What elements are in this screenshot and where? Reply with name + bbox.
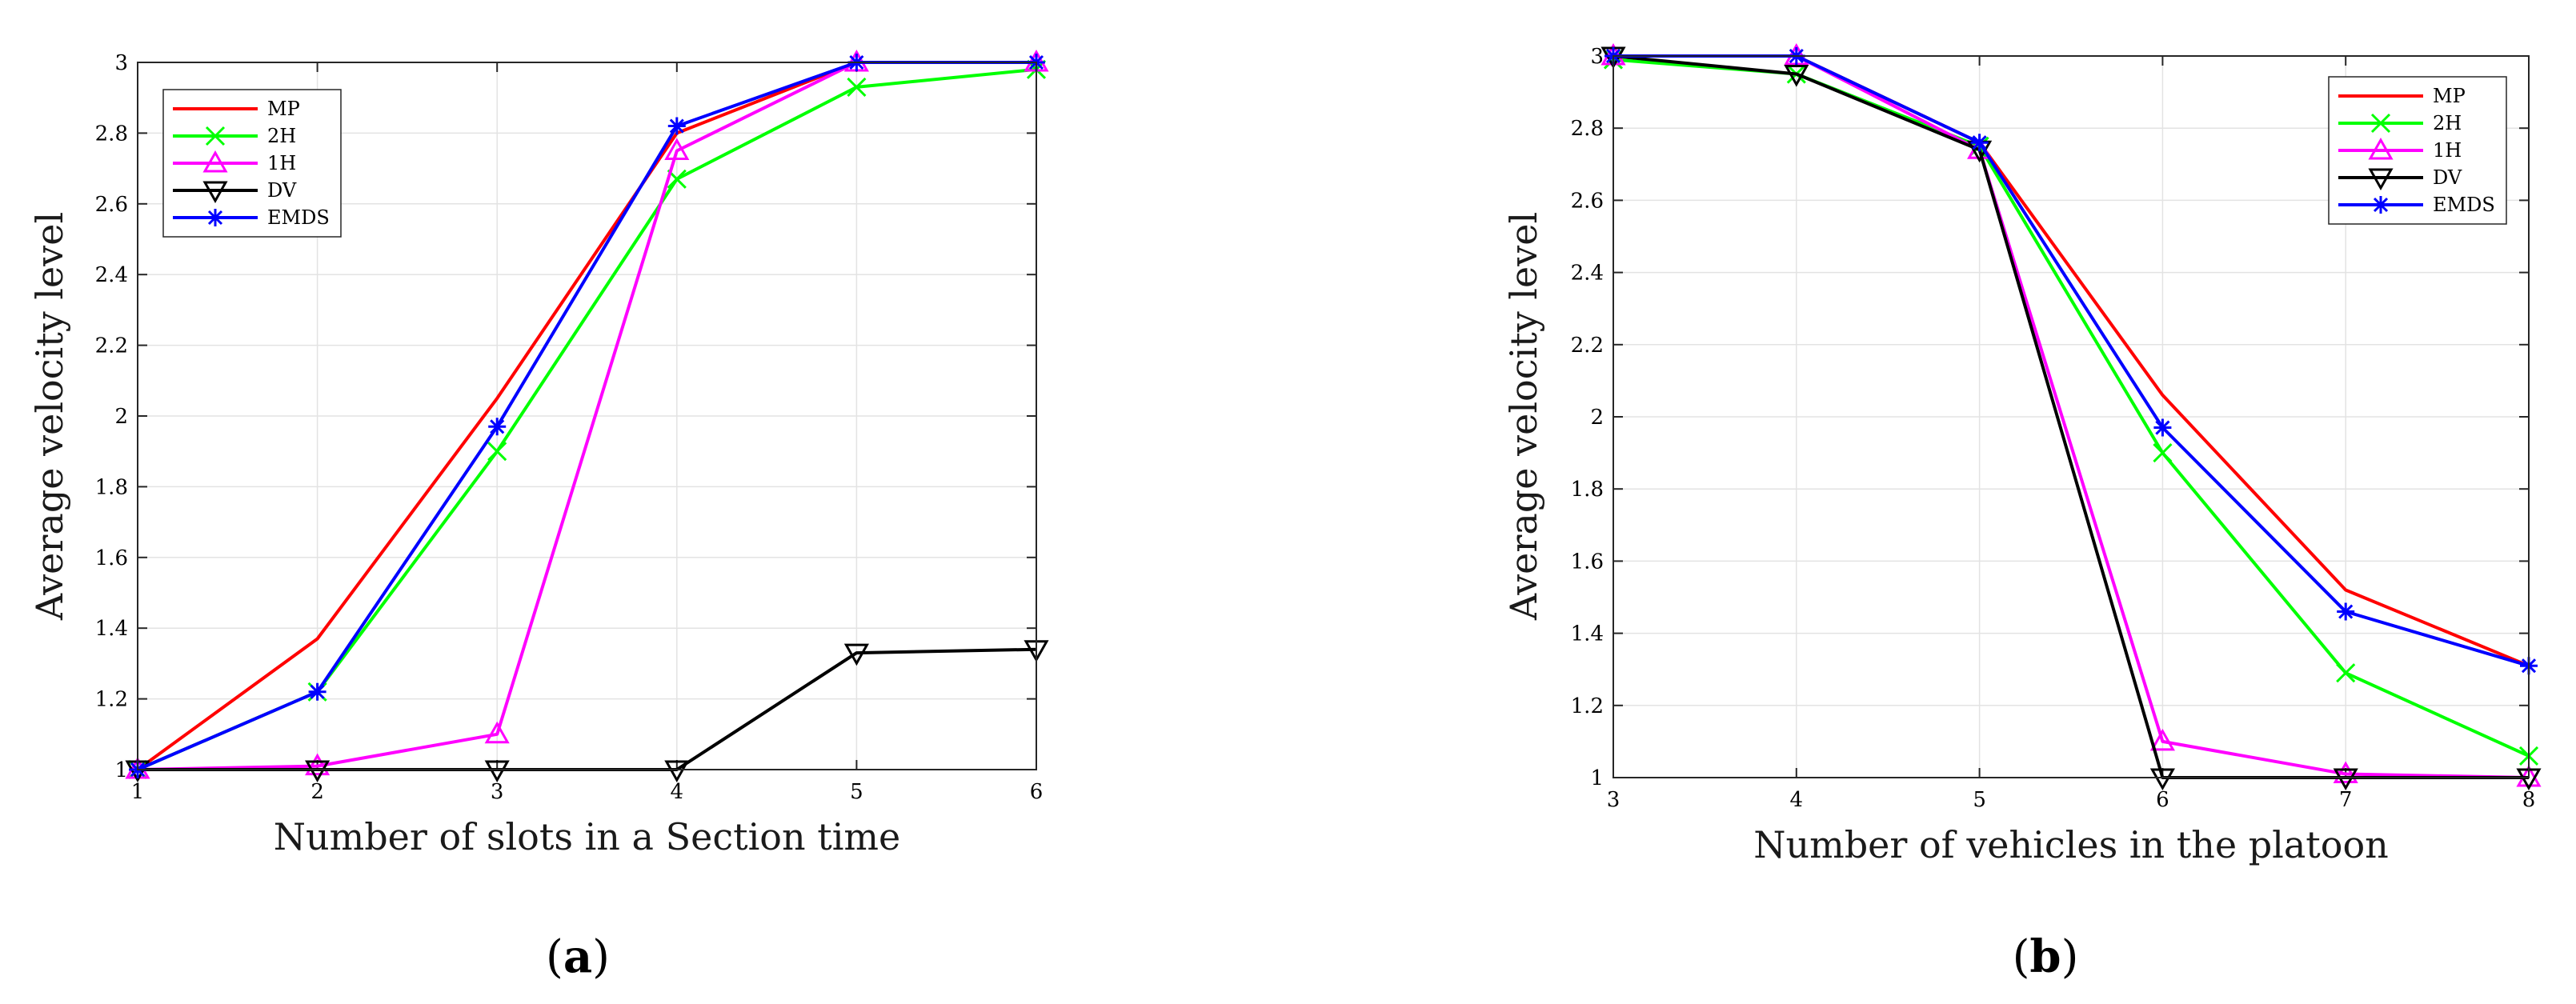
x-tick-label: 7 xyxy=(2339,788,2353,812)
y-tick-label: 1.8 xyxy=(1571,478,1604,502)
marker-triangle-down xyxy=(484,760,510,783)
x-tick-label: 2 xyxy=(310,780,324,804)
legend-label: 2H xyxy=(267,125,296,147)
marker-x xyxy=(487,442,507,462)
marker-triangle-up xyxy=(202,150,228,173)
y-tick-label: 1.2 xyxy=(1571,694,1604,718)
legend-label: MP xyxy=(2433,85,2466,107)
marker-x xyxy=(2153,443,2173,463)
legend-label: 1H xyxy=(267,152,296,174)
panel-label: (a) xyxy=(546,930,610,983)
marker-triangle-up xyxy=(2333,761,2358,783)
legend-item: 2H xyxy=(2338,112,2462,134)
y-tick-label: 1.2 xyxy=(95,688,128,712)
marker-asterisk xyxy=(488,418,507,436)
y-tick-label: 1.6 xyxy=(95,546,128,570)
x-tick-label: 6 xyxy=(2156,788,2169,812)
x-tick-label: 4 xyxy=(671,780,684,804)
legend-item: EMDS xyxy=(2338,194,2495,216)
x-tick-label: 3 xyxy=(491,780,504,804)
y-tick-label: 1.8 xyxy=(95,475,128,499)
legend-item: EMDS xyxy=(173,206,330,229)
panel-label: (b) xyxy=(2013,930,2079,983)
marker-asterisk xyxy=(2337,602,2355,621)
marker-x xyxy=(2370,113,2391,134)
marker-x xyxy=(205,126,226,146)
x-tick-label: 4 xyxy=(1790,788,1804,812)
y-tick-label: 2.6 xyxy=(95,193,128,217)
y-tick-label: 2.4 xyxy=(95,263,128,287)
y-axis-label: Average velocity level xyxy=(1502,212,1545,621)
marker-asterisk xyxy=(2372,196,2390,214)
y-tick-label: 2.8 xyxy=(95,122,128,146)
y-tick-label: 3 xyxy=(114,51,128,75)
x-tick-label: 1 xyxy=(131,780,145,804)
legend-label: DV xyxy=(2433,166,2462,189)
marker-triangle-down xyxy=(664,760,690,783)
marker-asterisk xyxy=(206,209,224,226)
legend-label: 2H xyxy=(2433,112,2462,134)
marker-x xyxy=(2336,663,2356,683)
y-tick-label: 2.4 xyxy=(1571,262,1604,286)
legend-label: EMDS xyxy=(267,206,330,229)
y-tick-label: 3 xyxy=(1590,45,1604,69)
marker-asterisk xyxy=(667,117,686,135)
chart-b: 3 4 5 6 7 8 1 1.2 1.4 1.6 1.8 2 2.2 2.4 2.6 2.8 3 Number … xyxy=(1502,42,2542,983)
marker-triangle-up xyxy=(2149,728,2175,751)
y-tick-label: 2.8 xyxy=(1571,117,1604,141)
marker-triangle-down xyxy=(2149,768,2175,791)
marker-triangle-up xyxy=(664,138,690,160)
legend-item: MP xyxy=(173,98,300,120)
marker-triangle-down xyxy=(2333,768,2358,791)
y-tick-label: 2 xyxy=(114,405,128,429)
marker-triangle-up xyxy=(484,721,510,744)
y-tick-label: 1 xyxy=(1590,766,1604,790)
legend-label: DV xyxy=(267,179,297,202)
legend-item: DV xyxy=(2338,166,2462,191)
y-tick-label: 2.6 xyxy=(1571,189,1604,213)
marker-triangle-down xyxy=(202,181,228,204)
y-tick-label: 2.2 xyxy=(95,334,128,358)
legend: MP 2H 1H DV EMDS xyxy=(2328,76,2507,225)
y-axis-label: Average velocity level xyxy=(28,212,71,621)
x-tick-label: 6 xyxy=(1030,780,1044,804)
marker-x xyxy=(847,77,867,98)
marker-triangle-down xyxy=(305,760,331,783)
y-tick-label: 1.4 xyxy=(95,617,128,641)
y-tick-label: 2 xyxy=(1590,406,1604,430)
legend-label: EMDS xyxy=(2433,194,2495,216)
marker-triangle-up xyxy=(2368,137,2394,160)
marker-asterisk xyxy=(2153,418,2172,437)
axes-box xyxy=(137,62,1037,770)
x-axis-label: Number of vehicles in the platoon xyxy=(1753,823,2389,866)
x-tick-label: 8 xyxy=(2522,788,2536,812)
marker-asterisk xyxy=(1970,134,1989,152)
marker-asterisk xyxy=(308,682,327,701)
axes-box xyxy=(1613,55,2530,778)
legend-label: 1H xyxy=(2433,139,2462,162)
y-tick-label: 1.4 xyxy=(1571,622,1604,646)
y-tick-label: 2.2 xyxy=(1571,334,1604,358)
x-tick-label: 5 xyxy=(1973,788,1986,812)
legend-item: DV xyxy=(173,179,297,204)
x-tick-label: 3 xyxy=(1607,788,1621,812)
legend-label: MP xyxy=(267,98,300,120)
y-tick-label: 1.6 xyxy=(1571,550,1604,574)
x-axis-label: Number of slots in a Section time xyxy=(274,815,901,858)
legend-item: 2H xyxy=(173,125,296,147)
legend-item: MP xyxy=(2338,85,2466,107)
marker-triangle-down xyxy=(843,643,869,666)
marker-triangle-down xyxy=(1784,65,1809,87)
marker-triangle-up xyxy=(305,753,331,776)
x-tick-label: 5 xyxy=(850,780,863,804)
legend-item: 1H xyxy=(2338,137,2462,162)
marker-triangle-down xyxy=(2368,168,2394,191)
legend-item: 1H xyxy=(173,150,296,174)
legend: MP 2H 1H DV EMDS xyxy=(162,89,342,238)
chart-a: 1 2 3 4 5 6 1 1.2 1.4 1.6 1.8 2 2.2 2.4 2.6 2.8 3 Number … xyxy=(28,49,1049,983)
y-tick-label: 1 xyxy=(114,758,128,782)
